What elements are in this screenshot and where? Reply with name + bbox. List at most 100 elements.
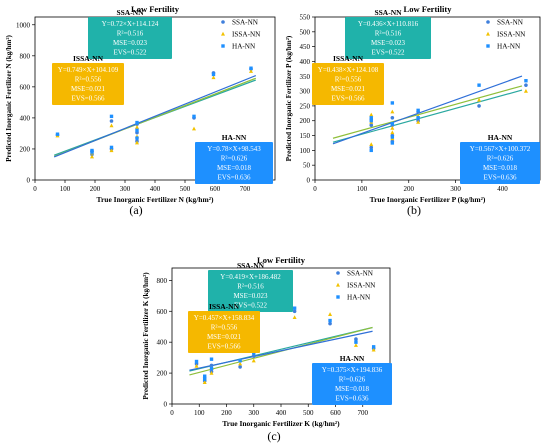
x-tick-label: 600 bbox=[330, 409, 341, 417]
y-tick-label: 150 bbox=[300, 132, 311, 140]
data-point-ha-nn bbox=[390, 135, 395, 139]
data-point-issa-nn bbox=[211, 75, 216, 80]
x-tick-label: 100 bbox=[194, 409, 205, 417]
y-tick-label: 50 bbox=[303, 162, 311, 170]
fit-line-ssa-nn bbox=[332, 89, 523, 143]
data-point-ha-nn bbox=[371, 345, 376, 349]
plot-area bbox=[332, 75, 528, 153]
data-point-ha-nn bbox=[292, 306, 297, 310]
fit-line-ha-nn bbox=[53, 75, 257, 158]
data-point-ha-nn bbox=[249, 66, 253, 70]
data-point-ha-nn bbox=[238, 359, 242, 363]
y-tick-label: 600 bbox=[20, 83, 31, 91]
x-tick-label: 0 bbox=[33, 185, 37, 193]
fit-line-ha-nn bbox=[189, 330, 373, 371]
data-point-issa-nn bbox=[390, 109, 395, 114]
y-tick-label: 300 bbox=[300, 88, 311, 96]
legend-marker bbox=[336, 282, 340, 287]
annotation-title: SSA-NN bbox=[237, 261, 265, 270]
annotation-title: HA-NN bbox=[488, 133, 513, 142]
x-tick-label: 400 bbox=[497, 185, 508, 193]
annotation-line: MSE=0.023 bbox=[233, 292, 268, 300]
y-tick-label: 800 bbox=[20, 52, 31, 60]
data-point-ha-nn bbox=[135, 120, 139, 125]
data-point-ha-nn bbox=[354, 340, 358, 344]
annotation-line: R²=0.516 bbox=[237, 283, 264, 291]
annotation-line: MSE=0.018 bbox=[335, 385, 370, 393]
data-point-ssa-nn bbox=[369, 123, 374, 127]
annotation-title: SSA-NN bbox=[116, 8, 144, 17]
y-tick-label: 400 bbox=[157, 339, 168, 347]
data-point-issa-nn bbox=[135, 125, 139, 129]
data-point-ha-nn bbox=[328, 318, 332, 323]
data-point-issa-nn bbox=[192, 126, 196, 131]
annotation-line: EVS=0.636 bbox=[218, 174, 251, 182]
legend-marker bbox=[486, 20, 490, 24]
annotation-title: HA-NN bbox=[340, 354, 365, 363]
data-point-issa-nn bbox=[109, 148, 114, 153]
annotation-line: EVS=0.566 bbox=[72, 95, 105, 103]
x-tick-label: 600 bbox=[210, 185, 221, 193]
annotation-line: Y=0.78×X+98.543 bbox=[207, 145, 261, 153]
y-tick-label: 200 bbox=[20, 145, 31, 153]
annotation-line: MSE=0.021 bbox=[71, 85, 106, 93]
data-point-ha-nn bbox=[390, 121, 395, 126]
x-axis-label: True Inorganic Fertilizer P (kg/hm²) bbox=[370, 195, 486, 204]
annotation-line: R²=0.626 bbox=[339, 376, 366, 384]
data-point-issa-nn bbox=[353, 343, 358, 347]
legend-marker bbox=[486, 44, 490, 48]
annotation-box bbox=[312, 63, 384, 105]
annotation-line: Y=0.72×X+114.124 bbox=[102, 20, 159, 28]
legend-label: SSA-NN bbox=[497, 19, 524, 27]
x-axis-label: True Inorganic Fertilizer K (kg/hm²) bbox=[222, 419, 340, 428]
panel-b: Low Fertility 0 100 200 300 400 0 50 100 150 200 25… bbox=[285, 4, 541, 204]
annotation-line: EVS=0.636 bbox=[336, 395, 369, 403]
data-point-ssa-nn bbox=[292, 309, 297, 314]
y-tick-label: 0 bbox=[27, 177, 31, 185]
y-tick-label: 600 bbox=[157, 308, 168, 316]
y-tick-label: 800 bbox=[157, 277, 168, 285]
data-point-issa-nn bbox=[390, 125, 395, 130]
annotation-box bbox=[208, 270, 293, 312]
legend-marker bbox=[336, 271, 340, 275]
data-point-ha-nn bbox=[524, 79, 528, 83]
data-point-issa-nn bbox=[202, 380, 207, 384]
legend-marker bbox=[336, 295, 340, 299]
data-point-ha-nn bbox=[90, 148, 94, 153]
annotation-line: Y=0.436×X+110.816 bbox=[358, 20, 419, 28]
data-point-ssa-nn bbox=[328, 321, 332, 326]
x-tick-label: 500 bbox=[303, 409, 314, 417]
panel-c: Low Fertility 0 100 200 300 400 500 600 700 0 200 4… bbox=[142, 255, 392, 428]
y-tick-label: 100 bbox=[300, 147, 311, 155]
data-point-issa-nn bbox=[523, 88, 528, 93]
data-point-ha-nn bbox=[416, 116, 420, 120]
legend-label: SSA-NN bbox=[347, 270, 374, 278]
data-point-ha-nn bbox=[209, 357, 214, 361]
data-point-ssa-nn bbox=[251, 354, 256, 358]
annotation-line: MSE=0.021 bbox=[207, 333, 242, 341]
annotation-box bbox=[52, 63, 124, 105]
data-point-issa-nn bbox=[251, 358, 256, 363]
y-tick-label: 400 bbox=[20, 114, 31, 122]
annotation-box bbox=[195, 142, 273, 184]
chart-title: Low Fertility bbox=[404, 4, 453, 14]
x-tick-label: 100 bbox=[60, 185, 71, 193]
y-tick-label: 0 bbox=[164, 401, 168, 409]
data-point-issa-nn bbox=[292, 315, 297, 320]
annotation-box bbox=[345, 17, 431, 59]
data-point-ha-nn bbox=[109, 145, 114, 150]
legend-label: HA-NN bbox=[347, 294, 371, 302]
data-point-ha-nn bbox=[390, 101, 395, 105]
legend-marker bbox=[486, 31, 490, 36]
data-point-issa-nn bbox=[369, 142, 374, 147]
x-tick-label: 400 bbox=[276, 409, 287, 417]
x-tick-label: 200 bbox=[221, 409, 232, 417]
y-tick-label: 250 bbox=[300, 102, 311, 110]
annotation-box bbox=[312, 363, 392, 405]
y-tick-label: 450 bbox=[300, 43, 311, 51]
annotation-title: SSA-NN bbox=[374, 8, 402, 17]
data-point-ha-nn bbox=[192, 114, 196, 119]
y-tick-label: 200 bbox=[157, 370, 168, 378]
annotation-line: EVS=0.566 bbox=[332, 95, 365, 103]
annotation-line: EVS=0.522 bbox=[114, 49, 147, 57]
